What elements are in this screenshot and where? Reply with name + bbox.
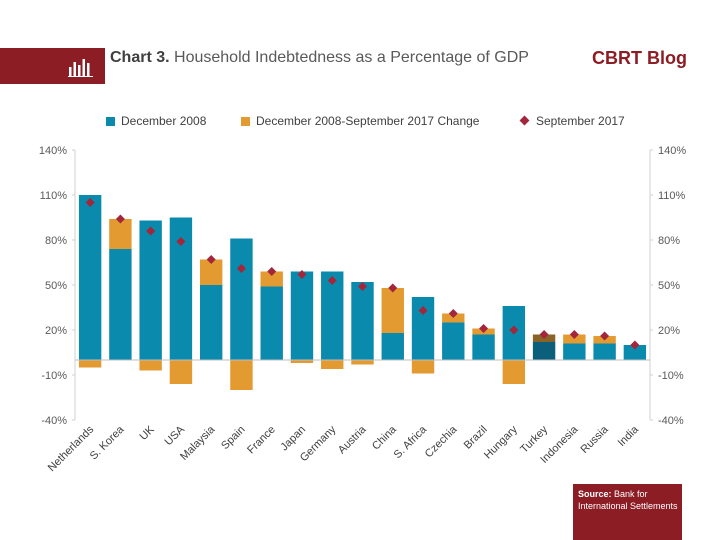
brand-name: CBRT Blog [592, 48, 687, 68]
x-tick-label-czechia: Czechia [423, 423, 460, 460]
bar-change-malaysia [199, 259, 223, 285]
legend-swatch-dec2008 [106, 117, 115, 126]
legend-label-dec2008: December 2008 [121, 114, 207, 128]
source-text-line1: Bank for [614, 489, 648, 499]
y-tick-label-right: 20% [658, 325, 680, 337]
legend-label-change: December 2008-September 2017 Change [256, 114, 480, 128]
marker-sep2017-france [267, 267, 277, 276]
bar-dec2008-netherlands [78, 195, 102, 360]
y-tick-label-left: -10% [41, 370, 67, 382]
bar-dec2008-russia [593, 343, 616, 360]
marker-sep2017-brazil [479, 324, 489, 333]
bar-dec2008-indonesia [563, 343, 586, 360]
y-tick-label-right: 140% [658, 145, 686, 157]
source-label: Source: [578, 489, 612, 499]
bar-dec2008-germany [321, 271, 344, 360]
x-tick-label-russia: Russia [578, 423, 611, 456]
marker-sep2017-japan [297, 270, 307, 279]
legend-item-change: December 2008-September 2017 Change [241, 114, 479, 128]
bar-dec2008-india [623, 345, 647, 360]
bar-change-netherlands [78, 360, 102, 368]
bar-dec2008-czechia [442, 322, 465, 360]
chart-title: Chart 3. Household Indebtedness as a Per… [110, 48, 550, 68]
chart-legend: December 2008 December 2008-September 20… [0, 112, 720, 132]
legend-label-sep2017: September 2017 [536, 114, 625, 128]
marker-sep2017-uk [146, 226, 156, 236]
bar-change-austria [351, 360, 374, 365]
legend-item-sep2017: September 2017 [519, 114, 625, 128]
marker-sep2017-germany [327, 276, 337, 285]
bar-change-s-korea [109, 219, 132, 249]
bar-dec2008-austria [351, 282, 374, 360]
source-text-line2: International Settlements [578, 501, 678, 511]
bar-dec2008-uk [139, 220, 162, 360]
x-tick-label-netherlands: Netherlands [46, 423, 97, 474]
bar-dec2008-china [381, 333, 404, 360]
y-tick-label-left: -40% [41, 415, 67, 427]
y-tick-label-right: 110% [658, 190, 686, 202]
marker-sep2017-china [388, 283, 398, 293]
bar-change-france [260, 271, 283, 287]
y-tick-label-left: 140% [39, 145, 67, 157]
y-tick-label-left: 50% [45, 280, 67, 292]
bar-change-spain [230, 360, 253, 390]
x-tick-label-s-korea: S. Korea [88, 423, 127, 462]
bar-change-china [381, 288, 404, 333]
y-tick-label-left: 80% [45, 235, 67, 247]
marker-sep2017-s-africa [418, 306, 428, 315]
bar-dec2008-turkey [532, 342, 556, 360]
marker-sep2017-hungary [509, 325, 519, 335]
x-tick-label-usa: USA [163, 423, 188, 448]
y-tick-label-right: 80% [658, 235, 680, 247]
marker-sep2017-netherlands [85, 198, 95, 207]
x-tick-label-france: France [245, 424, 278, 457]
x-tick-label-spain: Spain [219, 424, 247, 452]
x-tick-label-malaysia: Malaysia [178, 423, 218, 463]
marker-sep2017-spain [236, 264, 246, 273]
bar-change-czechia [442, 313, 465, 323]
x-tick-label-india: India [616, 423, 642, 449]
marker-sep2017-russia [600, 331, 610, 341]
bar-change-japan [290, 360, 314, 363]
x-tick-label-brazil: Brazil [462, 424, 490, 452]
legend-item-dec2008: December 2008 [106, 114, 206, 128]
bar-change-uk [139, 360, 162, 371]
y-tick-label-left: 20% [45, 325, 67, 337]
bar-change-s-africa [411, 360, 435, 374]
x-tick-label-austria: Austria [336, 423, 369, 456]
marker-sep2017-czechia [448, 309, 458, 318]
y-tick-label-right: 50% [658, 280, 680, 292]
bar-change-hungary [502, 360, 526, 384]
marker-sep2017-austria [358, 282, 367, 291]
bar-dec2008-malaysia [199, 285, 223, 360]
source-box: Source: Bank for International Settlemen… [573, 484, 682, 540]
bar-chart-logo-icon [68, 59, 93, 77]
bar-dec2008-france [260, 286, 283, 360]
x-tick-label-s-africa: S. Africa [392, 423, 430, 461]
bar-change-usa [169, 360, 193, 384]
marker-sep2017-s-korea [115, 214, 125, 224]
bar-dec2008-s-africa [411, 297, 435, 360]
marker-sep2017-malaysia [206, 255, 216, 264]
bar-dec2008-japan [290, 271, 314, 360]
y-tick-label-left: 110% [40, 190, 68, 202]
bar-dec2008-s-korea [109, 249, 132, 360]
marker-sep2017-indonesia [569, 330, 579, 339]
bar-dec2008-usa [169, 217, 193, 360]
chart-title-text: Household Indebtedness as a Percentage o… [174, 49, 529, 66]
marker-sep2017-usa [176, 237, 186, 246]
marker-sep2017-india [630, 340, 640, 350]
chart-number-label: Chart 3. [110, 49, 170, 66]
bar-dec2008-spain [230, 238, 253, 360]
bar-change-germany [321, 360, 344, 369]
x-tick-label-hungary: Hungary [482, 423, 520, 461]
y-tick-label-right: -40% [658, 415, 684, 427]
marker-sep2017-turkey [539, 330, 549, 339]
bar-dec2008-brazil [472, 334, 495, 360]
legend-swatch-change [241, 117, 250, 126]
bar-change-indonesia [563, 334, 586, 344]
x-tick-label-uk: UK [137, 423, 157, 443]
y-tick-label-right: -10% [658, 370, 684, 382]
